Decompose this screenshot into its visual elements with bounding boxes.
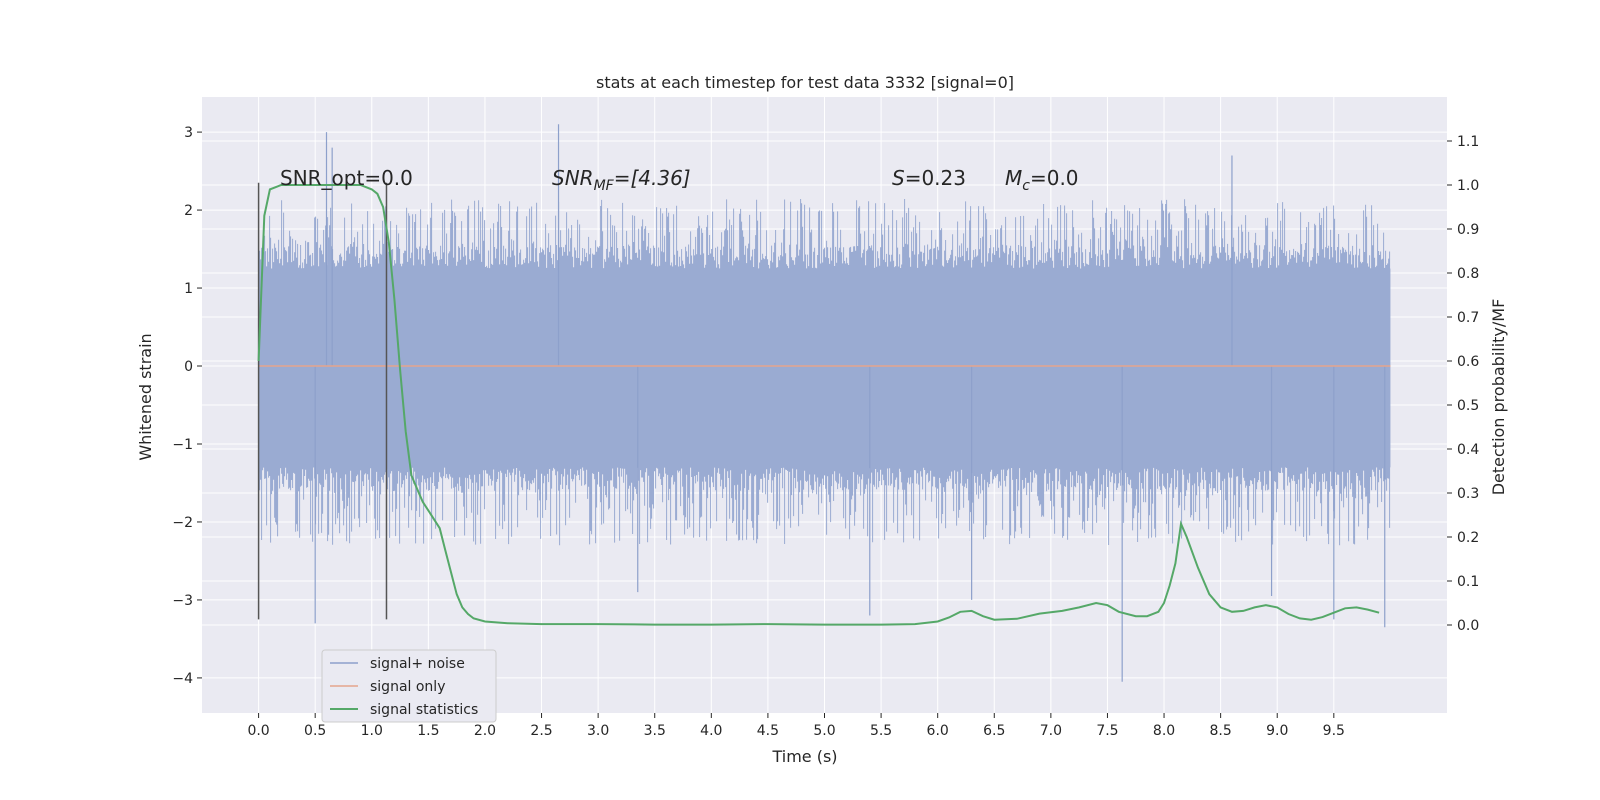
x-tick-label: 6.0: [927, 723, 949, 739]
y-tick-label: −1: [172, 437, 193, 453]
signal-statistics-trace: [257, 184, 1380, 626]
y2-tick-label: 0.5: [1457, 398, 1479, 414]
y-tick-label: −2: [172, 515, 193, 531]
signal-statistics-line: [257, 184, 1380, 626]
x-axis-ticks: 0.0 0.5 1.0 1.5 2.0 2.5 3.0 3.5 4.0 4.5 5.0 5.5 6.0 6…: [247, 713, 1345, 739]
x-tick-label: 4.5: [757, 723, 779, 739]
legend: signal+ noise signal only signal statist…: [321, 649, 497, 723]
x-tick-label: 5.0: [813, 723, 835, 739]
y2-axis-label: Detection probability/MF: [1489, 299, 1508, 496]
x-tick-label: 8.5: [1210, 723, 1232, 739]
y-tick-label: 0: [184, 359, 193, 375]
y2-tick-label: 1.0: [1457, 178, 1479, 194]
x-tick-label: 3.0: [587, 723, 609, 739]
y-tick-label: 2: [184, 203, 193, 219]
y-tick-label: −4: [172, 671, 193, 687]
y2-tick-label: 0.6: [1457, 354, 1479, 370]
snr-mf-subscript: MF: [594, 178, 615, 194]
y-axis-label: Whitened strain: [136, 333, 155, 460]
y-tick-label: 3: [184, 125, 193, 141]
snr-mf-value: =[4.36]: [614, 166, 691, 190]
chart-title: stats at each timestep for test data 333…: [596, 73, 1014, 92]
snr-opt-annotation: SNR_opt=0.0: [280, 166, 413, 190]
mc-subscript: c: [1022, 178, 1030, 194]
x-tick-label: 2.5: [530, 723, 552, 739]
x-tick-label: 9.5: [1323, 723, 1345, 739]
mc-annotation: Mc=0.0: [1005, 166, 1079, 194]
x-tick-label: 3.5: [644, 723, 666, 739]
y-axis-ticks: −4 −3 −2 −1 0 1 2 3: [172, 125, 202, 687]
y2-tick-label: 0.2: [1457, 530, 1479, 546]
y2-tick-label: 0.4: [1457, 442, 1479, 458]
y2-tick-label: 0.7: [1457, 310, 1479, 326]
legend-box: [321, 649, 497, 723]
x-axis-label: Time (s): [771, 747, 837, 766]
y2-tick-label: 0.0: [1457, 618, 1479, 634]
x-tick-label: 5.5: [870, 723, 892, 739]
x-tick-label: 1.5: [417, 723, 439, 739]
mc-value: =0.0: [1030, 166, 1079, 190]
y-tick-label: −3: [172, 593, 193, 609]
y-tick-label: 1: [184, 281, 193, 297]
x-tick-label: 4.0: [700, 723, 722, 739]
legend-label-statistics: signal statistics: [370, 702, 478, 718]
y2-tick-label: 0.3: [1457, 486, 1479, 502]
noise-band: [258, 124, 1391, 682]
y2-tick-label: 1.1: [1457, 134, 1479, 150]
x-tick-label: 9.0: [1266, 723, 1288, 739]
s-symbol: S: [892, 166, 905, 190]
x-tick-label: 6.5: [983, 723, 1005, 739]
snr-mf-symbol: SNR: [552, 166, 594, 190]
s-annotation: S=0.23: [892, 166, 966, 190]
s-value: =0.23: [905, 166, 966, 190]
x-tick-label: 7.5: [1096, 723, 1118, 739]
x-tick-label: 1.0: [361, 723, 383, 739]
mc-symbol: M: [1005, 166, 1022, 190]
y2-axis-ticks: 0.0 0.1 0.2 0.3 0.4 0.5 0.6 0.7 0.8 0.9 1.0 1.1: [1447, 134, 1479, 634]
x-tick-label: 2.0: [474, 723, 496, 739]
y2-tick-label: 0.1: [1457, 574, 1479, 590]
x-tick-label: 7.0: [1040, 723, 1062, 739]
legend-label-signal-only: signal only: [370, 679, 445, 695]
snr-mf-annotation: SNRMF=[4.36]: [552, 166, 691, 194]
x-tick-label: 8.0: [1153, 723, 1175, 739]
legend-label-noise: signal+ noise: [370, 656, 465, 672]
y2-tick-label: 0.8: [1457, 266, 1479, 282]
x-tick-label: 0.5: [304, 723, 326, 739]
marker-lines: [257, 182, 388, 620]
y2-tick-label: 0.9: [1457, 222, 1479, 238]
x-tick-label: 0.0: [247, 723, 269, 739]
